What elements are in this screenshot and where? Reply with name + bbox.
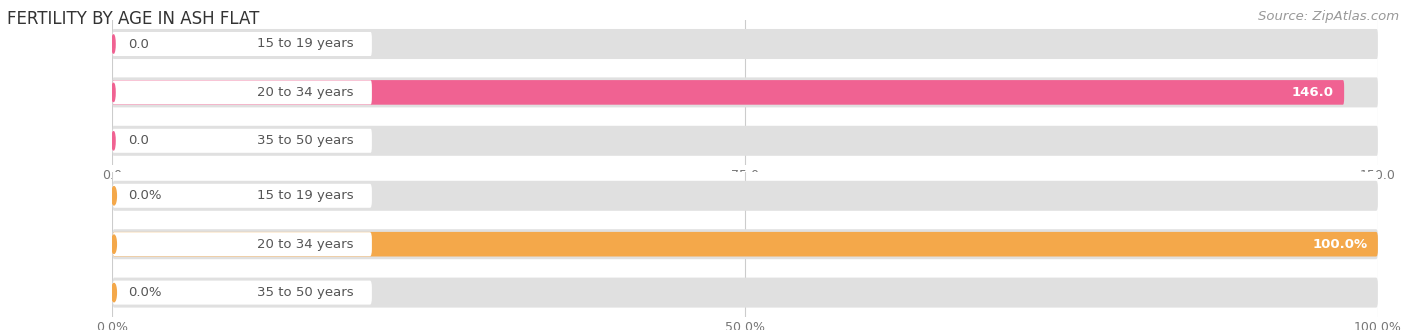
FancyBboxPatch shape bbox=[112, 232, 371, 256]
FancyBboxPatch shape bbox=[112, 29, 1378, 59]
Circle shape bbox=[112, 132, 115, 150]
Circle shape bbox=[111, 235, 117, 253]
Text: 0.0: 0.0 bbox=[128, 134, 149, 147]
Text: 20 to 34 years: 20 to 34 years bbox=[257, 86, 354, 99]
Text: 0.0%: 0.0% bbox=[128, 189, 162, 202]
Text: 15 to 19 years: 15 to 19 years bbox=[257, 38, 354, 50]
FancyBboxPatch shape bbox=[112, 184, 371, 208]
FancyBboxPatch shape bbox=[112, 80, 1344, 105]
Text: 0.0%: 0.0% bbox=[128, 286, 162, 299]
Circle shape bbox=[111, 187, 117, 205]
Text: 20 to 34 years: 20 to 34 years bbox=[257, 238, 354, 251]
FancyBboxPatch shape bbox=[112, 280, 371, 305]
FancyBboxPatch shape bbox=[112, 126, 1378, 156]
Circle shape bbox=[112, 35, 115, 53]
Text: 146.0: 146.0 bbox=[1292, 86, 1334, 99]
FancyBboxPatch shape bbox=[112, 32, 371, 56]
Circle shape bbox=[112, 83, 115, 102]
Text: 100.0%: 100.0% bbox=[1313, 238, 1368, 251]
FancyBboxPatch shape bbox=[112, 181, 1378, 211]
FancyBboxPatch shape bbox=[112, 81, 371, 104]
Text: 35 to 50 years: 35 to 50 years bbox=[257, 286, 354, 299]
FancyBboxPatch shape bbox=[112, 229, 1378, 259]
Text: FERTILITY BY AGE IN ASH FLAT: FERTILITY BY AGE IN ASH FLAT bbox=[7, 10, 259, 28]
Text: 15 to 19 years: 15 to 19 years bbox=[257, 189, 354, 202]
FancyBboxPatch shape bbox=[112, 232, 1378, 256]
Text: Source: ZipAtlas.com: Source: ZipAtlas.com bbox=[1258, 10, 1399, 23]
Text: 35 to 50 years: 35 to 50 years bbox=[257, 134, 354, 147]
Text: 0.0: 0.0 bbox=[128, 38, 149, 50]
FancyBboxPatch shape bbox=[112, 129, 371, 153]
FancyBboxPatch shape bbox=[112, 78, 1378, 107]
Circle shape bbox=[111, 283, 117, 302]
FancyBboxPatch shape bbox=[112, 278, 1378, 308]
